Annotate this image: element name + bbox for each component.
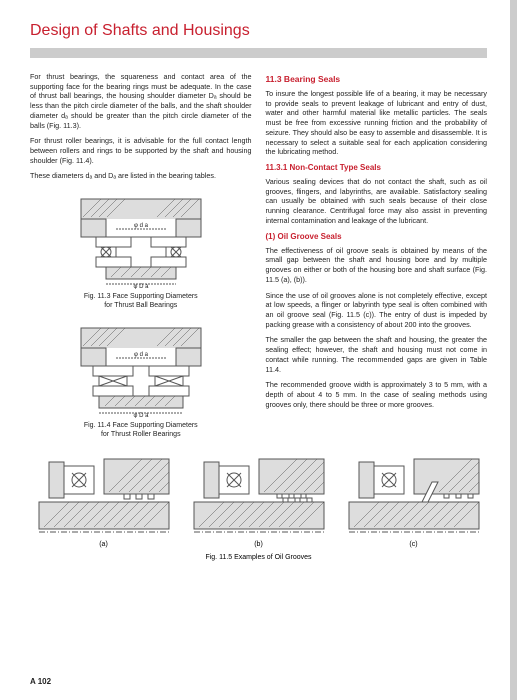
paragraph: To insure the longest possible life of a… [266,89,488,157]
figure-11-5-row: (a) [30,454,487,548]
paragraph: Various sealing devices that do not cont… [266,177,488,226]
figure-11-3: φ d a φ D a Fig. 11.3 Face Supporting Di… [30,189,252,310]
heading-11-3-1: 11.3.1 Non-Contact Type Seals [266,163,488,172]
dim-label-da: φ d a [134,352,149,358]
figure-11-5-caption: Fig. 11.5 Examples of Oil Grooves [30,554,487,561]
dim-label-Da: φ D a [133,284,149,289]
paragraph: The smaller the gap between the shaft an… [266,335,488,374]
dim-label-da: φ d a [134,223,149,229]
page-number: A 102 [30,677,51,686]
paragraph: For thrust bearings, the squareness and … [30,72,252,130]
heading-oil-groove: (1) Oil Groove Seals [266,232,488,241]
left-column: For thrust bearings, the squareness and … [30,72,252,444]
heading-11-3: 11.3 Bearing Seals [266,74,488,84]
thrust-ball-bearing-diagram: φ d a φ D a [71,189,211,289]
paragraph: Since the use of oil grooves alone is no… [266,291,488,330]
title-underline-bar [30,48,487,58]
figure-11-5-c: (c) [340,454,487,548]
figure-caption: Fig. 11.4 Face Supporting Diameters for … [30,421,252,439]
figure-caption: Fig. 11.3 Face Supporting Diameters for … [30,292,252,310]
figure-11-4: φ d a φ D a Fig. 11.4 Face Supporting Di… [30,318,252,439]
figure-11-5-a: (a) [30,454,177,548]
paragraph: The effectiveness of oil groove seals is… [266,246,488,285]
two-column-layout: For thrust bearings, the squareness and … [30,72,487,444]
paragraph: For thrust roller bearings, it is advisa… [30,136,252,165]
subfigure-label: (c) [340,541,487,548]
right-column: 11.3 Bearing Seals To insure the longest… [266,72,488,444]
subfigure-label: (a) [30,541,177,548]
paragraph: The recommended groove width is approxim… [266,380,488,409]
oil-groove-diagram-c [344,454,484,534]
thrust-roller-bearing-diagram: φ d a φ D a [71,318,211,418]
figure-11-5-b: (b) [185,454,332,548]
dim-label-Da: φ D a [133,413,149,418]
page-title: Design of Shafts and Housings [30,22,487,40]
subfigure-label: (b) [185,541,332,548]
oil-groove-diagram-a [34,454,174,534]
page-container: Design of Shafts and Housings For thrust… [0,0,517,561]
side-accent-bar [510,0,517,700]
oil-groove-diagram-b [189,454,329,534]
paragraph: These diameters dₐ and Dₐ are listed in … [30,171,252,181]
